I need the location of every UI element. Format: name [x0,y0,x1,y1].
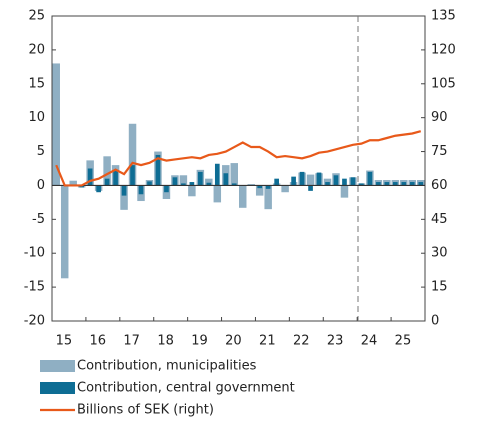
y-tick-label: 15 [28,76,45,91]
bar [340,185,349,198]
y-tick-label: 20 [28,42,45,57]
x-tick-label: 22 [293,334,310,349]
y2-tick-label: 120 [431,42,456,57]
bar [121,185,127,196]
y-tick-label: -15 [24,280,45,295]
bar [164,185,169,193]
y-tick-label: 5 [37,144,45,159]
bar [306,174,315,186]
y2-tick-label: 135 [431,9,456,24]
bar [325,182,330,186]
bar [188,185,196,197]
plot-frame [51,15,426,322]
x-tick-label: 20 [225,334,242,349]
bar [120,185,128,210]
y2-tick-label: 15 [431,280,448,295]
bar [198,171,203,186]
x-tick-label: 17 [123,334,140,349]
bar [376,182,381,186]
bar [206,182,212,186]
bar [418,182,424,186]
bar [213,185,222,203]
bar [130,165,135,186]
y2-tick-label: 75 [431,144,448,159]
bar [274,178,279,186]
bar [247,184,255,186]
x-tick-label: 19 [191,334,208,349]
bar [392,182,398,186]
bar [181,183,186,186]
legend-swatch [40,382,75,394]
bar [333,175,339,186]
y2-tick-label: 30 [431,246,448,261]
line-series [55,130,422,187]
bar [179,175,188,186]
bar [409,182,415,186]
bar [291,176,296,186]
bar [87,168,93,186]
bar [147,181,152,186]
bar [265,185,271,189]
bar [223,173,229,186]
legend-label: Contribution, municipalities [77,359,257,374]
bar [96,185,101,193]
bar [205,178,213,186]
bar [231,183,237,186]
bar [172,177,178,186]
x-tick-label: 15 [56,334,73,349]
y2-tick-label: 105 [431,76,456,91]
y-tick-label: -5 [32,212,45,227]
bar [384,182,390,186]
bar [359,183,364,186]
bar [342,178,347,186]
x-tick-label: 23 [327,334,344,349]
bar [162,185,171,199]
x-tick-label: 21 [259,334,276,349]
legend-label: Billions of SEK (right) [77,403,214,418]
bar [239,185,247,208]
y2-tick-label: 0 [431,314,439,329]
bar [257,185,263,189]
bar [128,123,137,186]
x-tick-label: 16 [90,334,107,349]
bar [308,185,313,191]
x-tick-label: 24 [361,334,378,349]
bar [69,180,77,186]
legend-swatch [40,360,75,372]
bar [155,154,161,186]
bar [103,156,111,186]
y2-tick-label: 45 [431,212,448,227]
y2-tick-label: 60 [431,178,448,193]
y-tick-label: -20 [24,314,45,329]
bar [401,182,407,186]
bar [299,171,305,186]
y2-tick-label: 90 [431,110,448,125]
x-tick-label: 25 [395,334,412,349]
bar [104,178,110,186]
y-tick-label: 25 [28,9,45,24]
bar [52,63,60,186]
bar [230,163,238,186]
y-tick-label: 10 [28,110,45,125]
y-tick-label: 0 [37,178,45,193]
x-tick-label: 18 [157,334,174,349]
legend-label: Contribution, central government [77,381,295,396]
bar [113,170,118,186]
bar [281,185,289,193]
y-tick-label: -10 [24,246,45,261]
bar [189,182,195,186]
bar [350,177,356,186]
bar [367,171,373,186]
bar [264,185,272,210]
bar [214,163,220,186]
bar [255,185,264,196]
bar [316,172,322,186]
bar [60,185,69,279]
bar [138,185,144,195]
